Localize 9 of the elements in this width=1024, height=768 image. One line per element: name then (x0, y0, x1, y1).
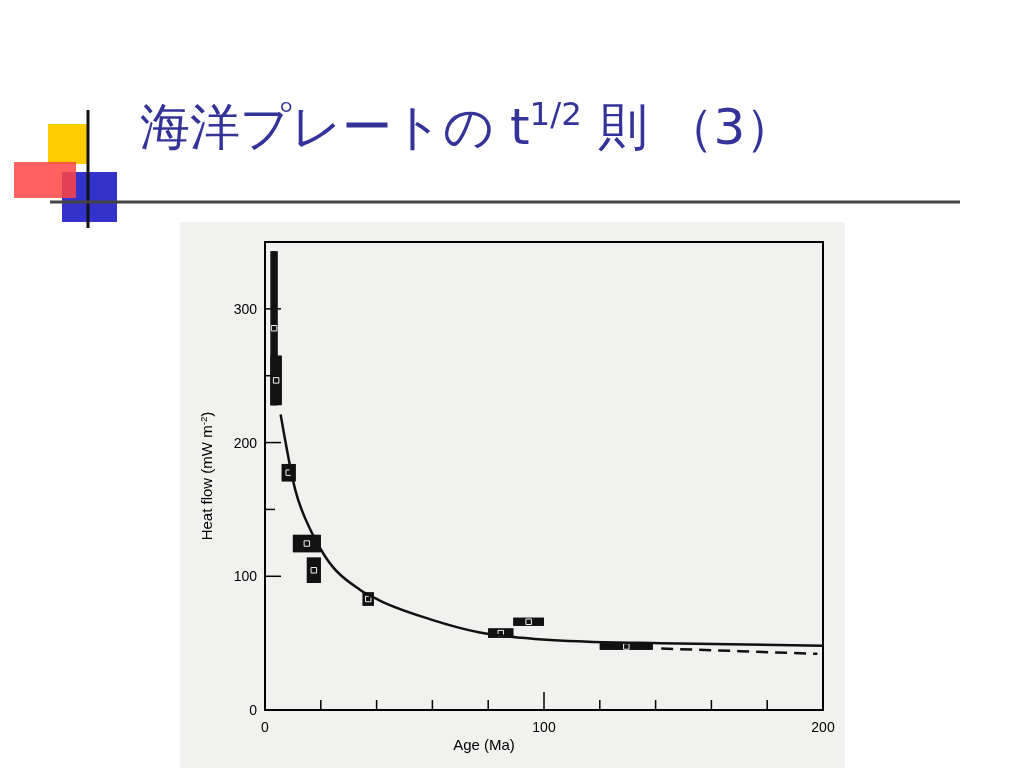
y-tick-label: 100 (233, 568, 258, 585)
y-tick-label: 200 (233, 434, 258, 451)
x-tick-label: 100 (532, 719, 556, 735)
x-tick-label: 0 (261, 719, 270, 735)
y-tick-label: 300 (233, 300, 258, 317)
x-axis-title: Age (Ma) (453, 736, 515, 753)
y-tick-label: 0 (249, 702, 258, 718)
chart-title: 海洋プレートの t$^{1/2}$ 則 （3） (140, 95, 796, 156)
x-tick-label: 200 (811, 719, 835, 735)
